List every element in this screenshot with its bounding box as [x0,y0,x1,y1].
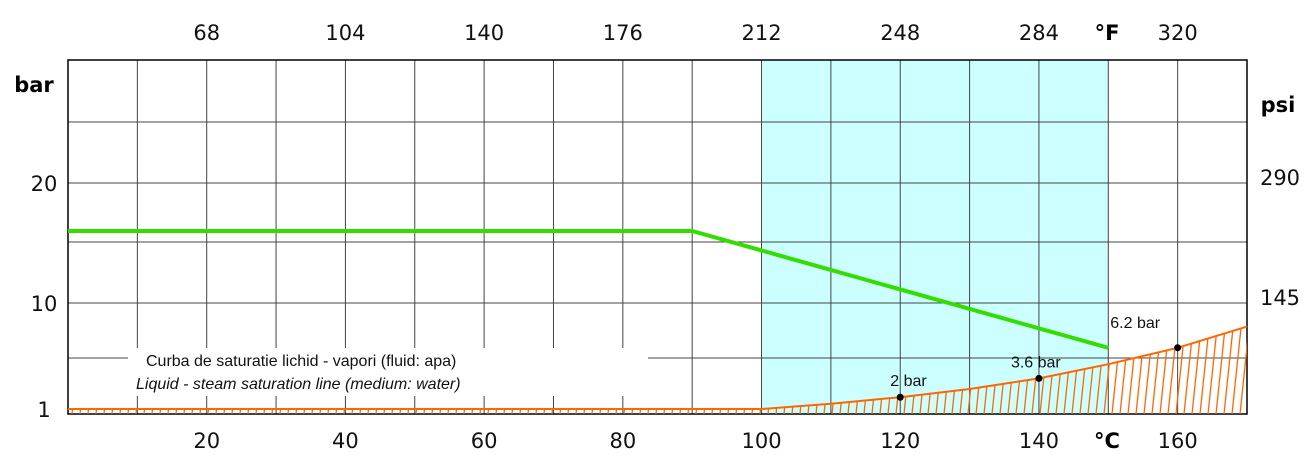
hatch-line [111,326,127,414]
hatch-line [1231,326,1247,414]
hatch-line [1183,326,1199,414]
hatch-line [703,326,719,414]
tick-label-right: 145 [1260,286,1300,310]
hatch-line [711,326,727,414]
tick-label-top: 320 [1158,21,1198,45]
hatch-line [8,280,22,414]
hatch-line [71,326,87,414]
tick-label-left: 1 [37,398,50,422]
series-layer [68,229,1248,410]
hatch-line [87,326,103,414]
hatch-line [1151,326,1167,414]
saturation-line [68,325,1248,410]
tick-label-bottom: 140 [1019,429,1059,453]
annotation-line-en: Liquid - steam saturation line (medium: … [136,376,461,393]
tick-label-top: 248 [880,21,920,45]
hatch-line [16,280,30,414]
tick-label-bottom: 20 [193,429,220,453]
tick-label-left: 10 [31,292,58,316]
hatch-line [719,326,735,414]
hatch-line [1199,326,1215,414]
hatch-line [79,326,95,414]
hatch-line [1111,326,1127,414]
tick-label-top: 140 [464,21,504,45]
highlight-region [761,60,1109,414]
hatch-line [735,326,751,414]
y-unit-right: psi [1261,93,1296,117]
hatch-line [1143,326,1159,414]
hatch-line [1159,326,1175,414]
y-unit-left: bar [14,73,54,97]
data-point-label: 3.6 bar [1011,354,1061,371]
data-point-marker [1174,344,1182,352]
tick-label-bottom: 160 [1158,429,1198,453]
hatch-line [1127,326,1143,414]
tick-label-top: 284 [1019,21,1059,45]
hatch-line [655,326,671,414]
hatch-line [1191,326,1207,414]
hatch-line [1207,326,1223,414]
x-unit-top: °F [1095,21,1120,45]
tick-label-bottom: 80 [609,429,636,453]
tick-label-top: 104 [325,21,365,45]
tick-label-top: 68 [193,21,220,45]
tick-label-bottom: 40 [332,429,359,453]
hatch-line [95,326,111,414]
tick-label-top: 212 [741,21,781,45]
plot-frame [67,59,1248,415]
hatch-line [68,326,79,414]
hatch-line [1223,326,1239,414]
tick-label-bottom: 120 [880,429,920,453]
hatch-line [1239,326,1247,414]
operating-limit-line [68,229,1109,350]
annotation-line-ro: Curba de saturatie lichid - vapori (flui… [146,353,456,370]
hatch-line [1119,326,1135,414]
annotation-layer: Curba de saturatie lichid - vapori (flui… [128,348,648,396]
hatch-line [647,326,663,414]
hatch-line [671,326,687,414]
annotation-background [128,348,648,396]
data-point-label: 6.2 bar [1110,315,1160,332]
hatch-line [727,326,743,414]
highlight-region-layer [761,60,1109,414]
hatch-line [695,326,711,414]
tick-label-left: 20 [31,172,58,196]
hatch-line [743,326,759,414]
data-point-label: 2 bar [890,373,927,390]
hatch-line [1135,326,1151,414]
hatch-line [687,326,703,414]
tick-label-bottom: 100 [741,429,781,453]
data-point-marker [1035,374,1043,382]
tick-label-top: 176 [603,21,643,45]
hatch-line [1215,326,1231,414]
x-unit-bottom: °C [1094,429,1120,453]
hatch-line [663,326,679,414]
grid-layer [67,59,1248,415]
hatch-line [103,326,119,414]
data-point-marker [896,393,904,401]
tick-label-bottom: 60 [471,429,498,453]
tick-label-right: 290 [1260,166,1300,190]
